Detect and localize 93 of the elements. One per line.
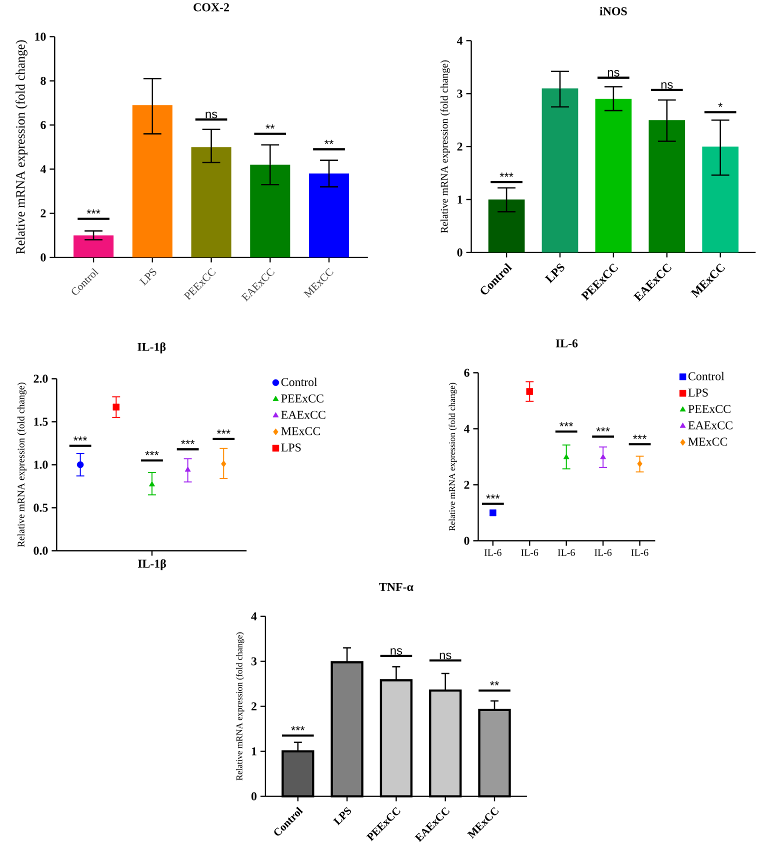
- legend-label: MExCC: [281, 427, 320, 436]
- y-tick-label: 4: [251, 612, 257, 620]
- annotation: ns: [662, 82, 673, 89]
- y-tick-label: 4: [464, 424, 470, 433]
- annotation: ***: [291, 726, 305, 730]
- bar: [648, 120, 686, 252]
- point: [564, 454, 570, 460]
- y-tick-label: 0.5: [34, 504, 48, 512]
- annotation: *: [718, 102, 723, 107]
- y-tick-label: 1: [252, 747, 257, 756]
- x-tick-label: IL-6: [484, 549, 502, 556]
- y-tick-label: 2: [458, 142, 462, 151]
- bar: [132, 105, 173, 258]
- chart-title: IL-1β: [138, 342, 166, 354]
- y-tick-label: 8: [40, 76, 46, 85]
- y-tick-label: 2: [464, 480, 470, 489]
- chart-title: COX-2: [194, 3, 230, 12]
- y-tick-label: 2: [252, 702, 257, 710]
- bar: [595, 98, 632, 252]
- point: [221, 460, 226, 468]
- y-tick-label: 0: [457, 248, 463, 256]
- y-axis-title: Relative mRNA expression (fold change): [448, 382, 458, 531]
- annotation: ***: [500, 172, 514, 177]
- x-tick-label: IL-6: [521, 549, 538, 556]
- x-tick-label: LPS: [544, 263, 565, 284]
- point: [185, 466, 191, 472]
- annotation: ***: [560, 422, 574, 426]
- y-axis-title: Relative mRNA expression (fold change): [16, 40, 28, 254]
- annotation: ***: [633, 434, 647, 439]
- legend-label: EAExCC: [688, 421, 733, 430]
- annotation: **: [490, 681, 500, 686]
- point: [112, 404, 120, 410]
- y-tick-label: 2.0: [34, 374, 48, 383]
- x-tick-label: IL-6: [632, 549, 649, 556]
- legend-label: Control: [688, 372, 724, 380]
- y-axis-title: Relative mRNA expression (fold change): [440, 60, 450, 233]
- point: [600, 454, 606, 460]
- bar: [309, 174, 350, 258]
- chart-title: TNF-α: [379, 583, 414, 591]
- y-tick-label: 0: [464, 536, 470, 545]
- legend-label: EAExCC: [281, 410, 326, 419]
- x-tick-label: IL-6: [558, 549, 576, 556]
- legend-label: PEExCC: [688, 404, 731, 413]
- annotation: ns: [440, 652, 452, 660]
- legend-label: LPS: [281, 444, 301, 452]
- y-tick-label: 3: [457, 90, 463, 98]
- annotation: ***: [217, 430, 231, 434]
- y-tick-label: 1.0: [34, 460, 48, 469]
- chart-title: IL-6: [556, 339, 578, 348]
- x-tick-label: LPS: [333, 807, 352, 826]
- x-tick-label: IL-6: [594, 549, 612, 556]
- annotation: ***: [86, 209, 101, 214]
- bar: [250, 164, 290, 258]
- y-tick-label: 0: [40, 253, 46, 262]
- y-tick-label: 6: [464, 368, 470, 377]
- y-tick-label: 2: [40, 209, 46, 218]
- y-tick-label: 1.5: [34, 418, 48, 426]
- y-tick-label: 4: [40, 165, 46, 174]
- x-tick-label: LPS: [140, 268, 156, 286]
- bar: [542, 88, 578, 252]
- y-tick-label: 3: [252, 657, 257, 666]
- legend-label: Control: [282, 378, 318, 386]
- bar: [702, 146, 739, 252]
- y-tick-label: 0: [252, 792, 257, 800]
- legend-label: MExCC: [688, 438, 728, 446]
- bar: [488, 200, 525, 252]
- bar: [74, 235, 114, 258]
- y-tick-label: 1: [458, 196, 462, 204]
- point: [637, 460, 643, 468]
- annotation: ***: [181, 440, 195, 444]
- annotation: ***: [596, 427, 610, 432]
- annotation: ns: [608, 70, 620, 77]
- annotation: **: [324, 140, 334, 144]
- annotation: ns: [390, 648, 402, 655]
- legend-label: LPS: [688, 388, 708, 397]
- y-tick-label: 10: [35, 32, 46, 41]
- y-tick-label: 6: [40, 120, 46, 129]
- y-tick-label: 0.0: [34, 546, 48, 555]
- annotation: ***: [74, 436, 88, 441]
- annotation: ***: [486, 494, 500, 499]
- point: [77, 461, 84, 468]
- y-axis-title: Relative mRNA expression (fold change): [236, 632, 244, 780]
- y-axis-title: Relative mRNA expression (fold change): [18, 382, 27, 547]
- bar: [191, 147, 232, 258]
- annotation: **: [266, 124, 275, 129]
- point: [149, 481, 156, 486]
- point: [526, 388, 534, 395]
- point: [490, 509, 497, 516]
- y-tick-label: 4: [457, 36, 463, 45]
- annotation: ***: [145, 451, 159, 456]
- legend-label: PEExCC: [281, 394, 324, 402]
- chart-title: iNOS: [600, 6, 628, 16]
- annotation: ns: [206, 112, 218, 118]
